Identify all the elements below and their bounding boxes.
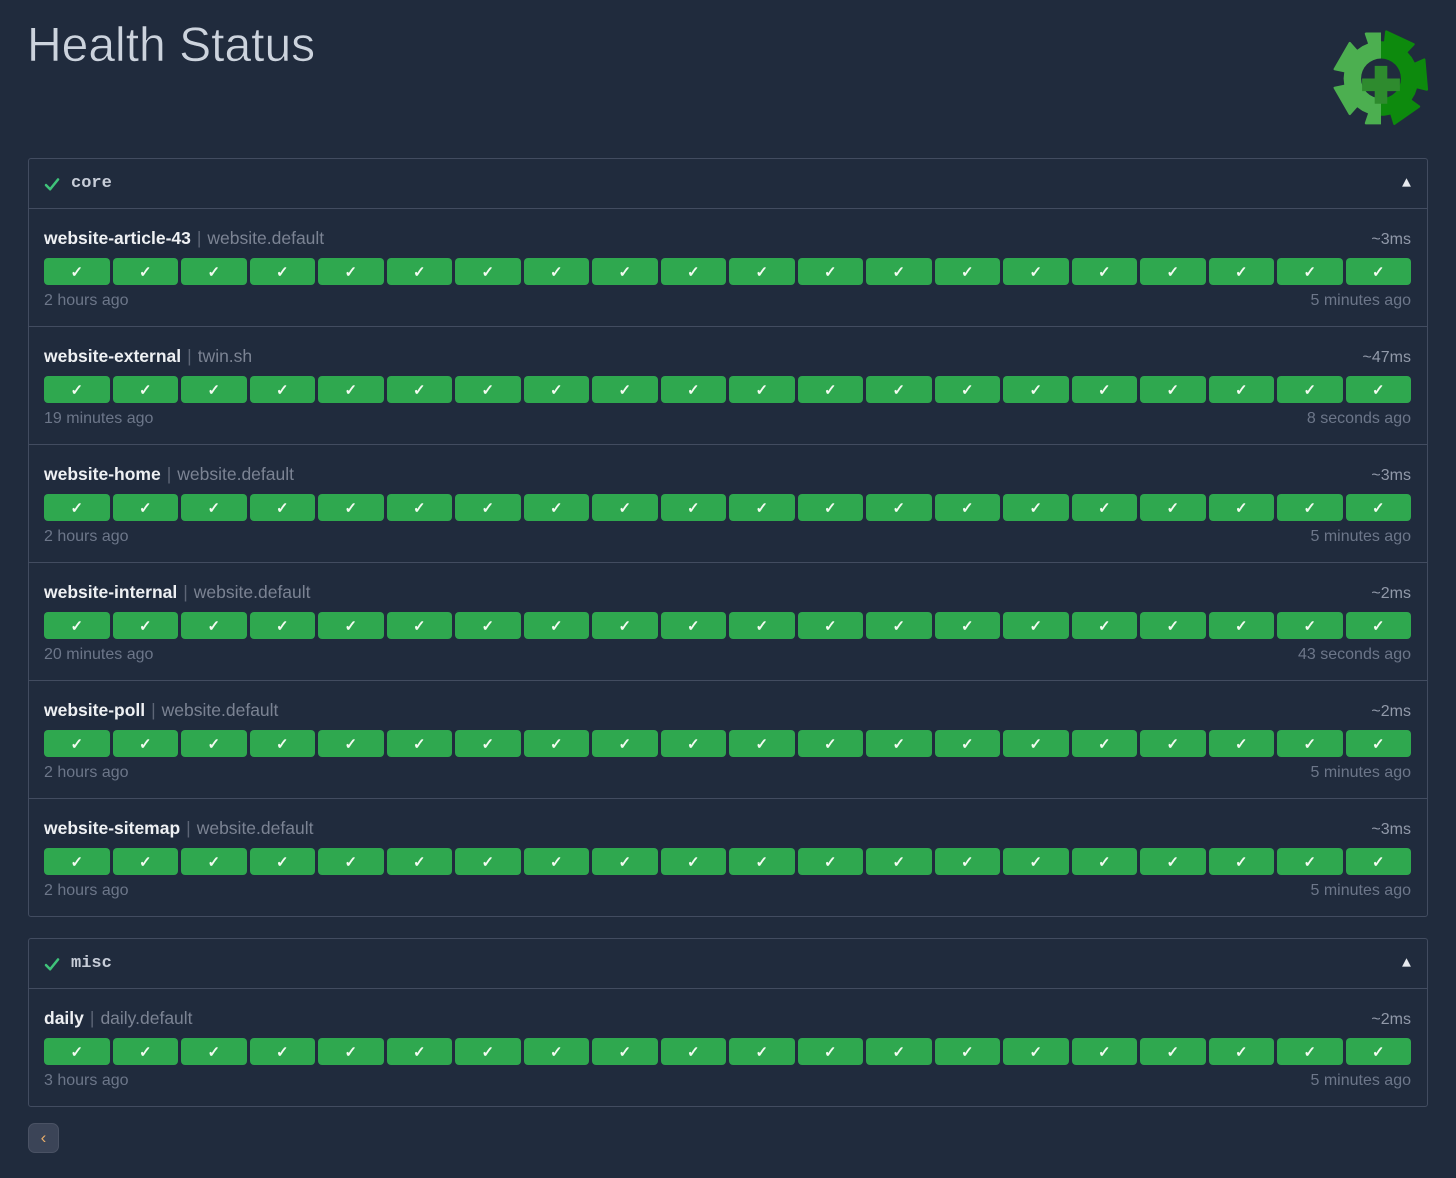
svg-text:Health Status: Health Status — [27, 19, 315, 72]
